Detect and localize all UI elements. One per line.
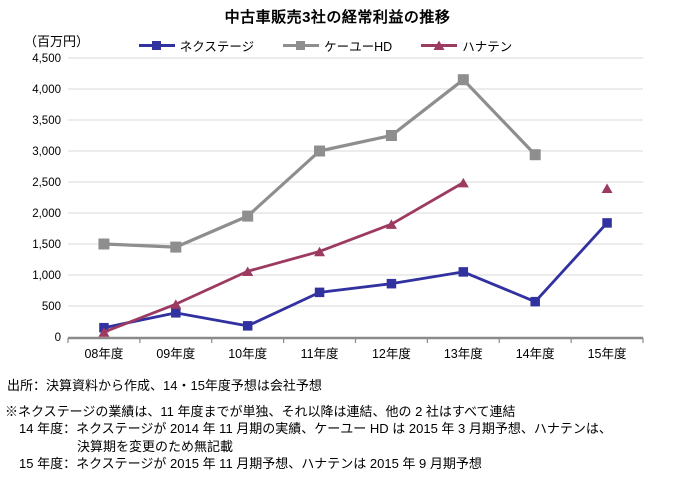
chart-title: 中古車販売3社の経常利益の推移 <box>224 9 451 26</box>
legend-item-1: ケーユーHD <box>282 36 392 55</box>
data-point-marker <box>458 267 469 277</box>
y-tick-label: 2,500 <box>32 177 61 189</box>
footnote-line-2: 14 年度：ネクステージが 2014 年 11 月期の実績、ケーユー HD は … <box>19 421 612 436</box>
legend-label: ケーユーHD <box>324 40 393 54</box>
data-point-marker <box>602 218 612 228</box>
x-tick-label: 12年度 <box>372 346 411 361</box>
series-line-1 <box>102 78 537 249</box>
data-point-marker <box>170 299 182 309</box>
x-tick-label: 15年度 <box>588 346 627 361</box>
data-point-marker <box>529 149 541 161</box>
data-point-marker <box>314 246 326 257</box>
footnote-line-3: 決算期を変更のため無記載 <box>77 438 234 454</box>
legend-marker-icon <box>421 40 458 50</box>
data-point-marker <box>457 177 469 188</box>
x-tick-label: 14年度 <box>516 346 555 361</box>
data-point-marker <box>530 296 540 307</box>
y-tick-label: 3,000 <box>32 146 61 158</box>
x-tick-label: 11年度 <box>301 346 339 361</box>
legend-item-0: ネクステージ <box>138 36 254 55</box>
x-tick-label: 13年度 <box>444 346 483 361</box>
y-tick-label: 4,000 <box>32 84 61 96</box>
y-tick-label: 2,000 <box>32 208 61 220</box>
legend-label: ハナテン <box>462 40 513 54</box>
data-point-marker <box>98 327 110 337</box>
footnote-line-4: 15 年度：ネクステージが 2015 年 11 月期予想、ハナテンは 2015 … <box>19 456 482 471</box>
y-tick-label: 0 <box>55 332 61 344</box>
source-note: 出所：決算資料から作成、14・15年度予想は会社予想 <box>7 378 322 393</box>
data-point-marker <box>385 130 397 141</box>
data-point-marker <box>170 241 182 253</box>
y-tick-label: 4,500 <box>32 53 61 65</box>
y-tick-label: 3,500 <box>32 115 61 127</box>
legend-item-2: ハナテン <box>420 36 512 55</box>
data-point-marker <box>601 183 613 193</box>
data-point-marker <box>242 266 254 277</box>
chart-legend: ネクステージ ケーユーHD ハナテン <box>105 36 545 55</box>
chart-plot: 0 500 1,000 1,500 2,000 2,500 3,000 3,500 4,000 4… <box>32 53 644 361</box>
series-line-2 <box>102 181 465 334</box>
chart-footnotes: 出所：決算資料から作成、14・15年度予想は会社予想 ※ネクステージの業績は、1… <box>0 377 675 473</box>
data-point-marker <box>242 321 253 331</box>
data-point-marker <box>242 210 254 222</box>
data-point-marker <box>171 308 181 318</box>
data-point-marker <box>385 219 397 229</box>
data-point-marker <box>314 287 325 298</box>
y-tick-label: 1,500 <box>32 239 61 251</box>
x-tick-label: 10年度 <box>228 346 267 361</box>
x-tick-label: 08年度 <box>84 346 123 361</box>
x-tick-label: 09年度 <box>156 346 195 361</box>
data-point-marker <box>98 238 110 250</box>
y-tick-label: 500 <box>42 301 61 313</box>
y-tick-label: 1,000 <box>32 270 61 282</box>
footnote-line-1: ※ネクステージの業績は、11 年度までが単独、それ以降は連結、他の 2 社はすべ… <box>5 403 516 419</box>
series-line-0 <box>102 221 609 330</box>
data-point-marker <box>386 278 397 289</box>
data-point-marker <box>314 145 326 157</box>
legend-marker-icon <box>138 41 175 50</box>
y-axis-unit-label: （百万円） <box>24 34 90 49</box>
data-point-marker <box>457 74 469 86</box>
legend-label: ネクステージ <box>179 40 255 54</box>
legend-marker-icon <box>283 41 320 50</box>
